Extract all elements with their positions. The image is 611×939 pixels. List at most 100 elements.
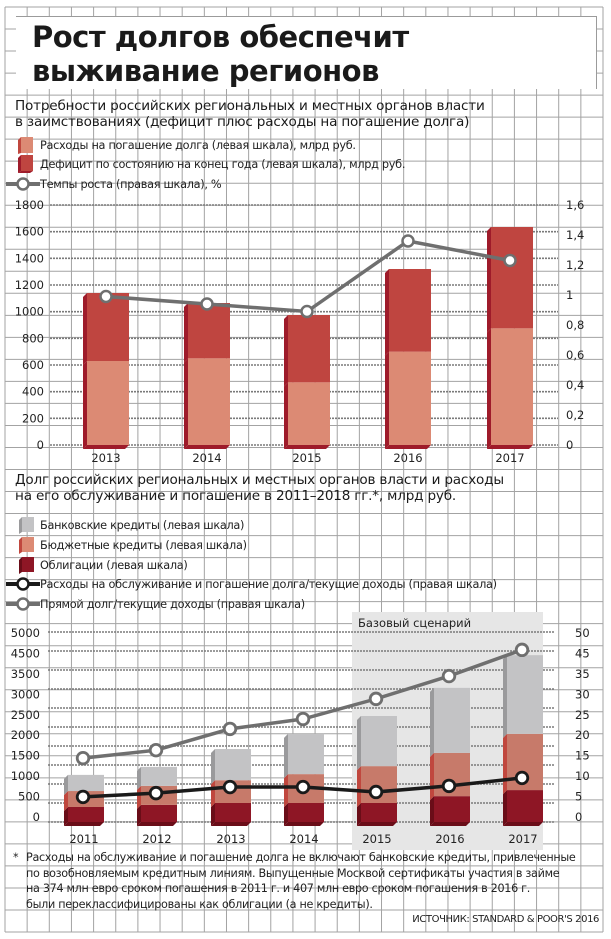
y-tick-label-right: 35 — [575, 667, 590, 681]
bar-repayment-side — [284, 382, 288, 449]
bar-bank-credits — [434, 687, 470, 753]
bar-bank-credits-side — [64, 774, 68, 796]
bar-repayment — [87, 361, 129, 445]
line-point-growth-rate — [200, 297, 214, 311]
x-tick-label: 2015 — [292, 451, 321, 465]
bar-deficit — [491, 227, 533, 329]
legend-item-repayment: Расходы на погашение долга (левая шкала)… — [16, 136, 356, 154]
bar-swatch-salmon-icon — [19, 537, 34, 554]
y-tick-label-right: 50 — [575, 626, 590, 640]
y-tick-label-right: 1,4 — [566, 228, 584, 242]
bar-bank-credits — [68, 774, 104, 792]
footnote-line: на 374 млн евро сроком погашения в 2011 … — [26, 882, 530, 895]
y-tick-label-left: 0 — [37, 438, 44, 452]
x-tick-label: 2015 — [362, 832, 391, 846]
bar-budget-credits-side — [64, 791, 68, 811]
bar-repayment — [188, 358, 230, 445]
footnote-asterisk: * — [13, 851, 19, 864]
y-tick-label-left: 2500 — [11, 708, 40, 722]
x-tick-label: 2014 — [289, 832, 318, 846]
bar-bonds-side — [211, 803, 215, 826]
legend-label: Расходы на обслуживание и погашение долг… — [40, 577, 497, 591]
y-tick-label-left: 500 — [18, 790, 40, 804]
bar-swatch-light-red-icon — [18, 137, 33, 154]
line-direct-debt-ratio-point — [295, 711, 311, 727]
bar-budget-credits-side — [430, 752, 434, 801]
y-tick-label-left: 5000 — [11, 626, 40, 640]
bar-budget-credits-side — [503, 733, 507, 795]
legend-item-growth: Темпы роста (правая шкала), % — [6, 175, 222, 193]
bar-bonds-side — [430, 796, 434, 826]
legend-label: Дефицит по состоянию на конец года (лева… — [40, 157, 406, 171]
y-tick-label-right: 45 — [575, 646, 590, 660]
line-direct-debt-ratio-point — [368, 691, 384, 707]
bar-bank-credits — [288, 733, 324, 775]
bar-swatch-dark-red-icon — [18, 155, 33, 173]
x-tick-label: 2012 — [142, 832, 171, 846]
bar-bonds-bottom — [430, 822, 470, 826]
bar-bonds — [68, 806, 104, 822]
legend-item-bonds: Облигации (левая шкала) — [16, 556, 188, 574]
line-debt-service-ratio-point — [368, 784, 384, 800]
bar-deficit-side — [83, 293, 87, 365]
page-title: Рост долгов обеспечит выживание регионов — [32, 20, 409, 88]
x-tick-label: 2014 — [192, 451, 221, 465]
bar-bonds — [361, 803, 397, 822]
y-tick-label-right: 30 — [575, 687, 590, 701]
chart2-title-line-2: на его обслуживание и погашение в 2011–2… — [15, 488, 457, 504]
chart1-title-line-2: в заимствованиях (дефицит плюс расходы н… — [15, 114, 470, 130]
bar-budget-credits-side — [284, 774, 288, 807]
footnote-line: по возобновляемым кредитным линиям. Выпу… — [26, 866, 560, 880]
y-tick-label-left: 3000 — [11, 687, 40, 701]
bar-budget-credits-side — [211, 780, 215, 807]
bar-bank-credits — [507, 655, 543, 734]
bar-bank-credits-side — [137, 766, 141, 790]
legend-label: Бюджетные кредиты (левая шкала) — [40, 538, 247, 552]
legend-label: Прямой долг/текущие доходы (правая шкала… — [40, 597, 305, 611]
bar-bank-credits-side — [284, 733, 288, 779]
line-point-growth-rate — [401, 234, 415, 248]
page-title-line-1: Рост долгов обеспечит — [32, 20, 409, 54]
y-tick-label-right: 15 — [575, 749, 590, 763]
bar-deficit-side — [184, 303, 188, 363]
line-point-growth-rate — [503, 253, 517, 268]
bar-bonds-side — [503, 790, 507, 826]
line-direct-debt-ratio-point — [514, 642, 530, 658]
bar-swatch-maroon-icon — [19, 557, 34, 574]
line-point-growth-rate — [99, 289, 113, 304]
scenario-label: Базовый сценарий — [358, 616, 471, 630]
bar-deficit-side — [487, 227, 491, 333]
y-tick-label-right: 0 — [566, 438, 573, 452]
chart1-plot: 1800 1600 1400 1200 1000 800 600 400 200 0 1,6 1,4 1… — [15, 198, 585, 465]
y-tick-label-right: 5 — [575, 790, 582, 804]
bar-deficit — [389, 269, 431, 352]
y-tick-label-left: 1800 — [15, 198, 44, 212]
bar-repayment-bottom — [83, 445, 129, 449]
bar-repayment — [389, 351, 431, 445]
bar-deficit — [87, 293, 129, 361]
footnote-line: Расходы на обслуживание и погашение долг… — [26, 851, 576, 864]
y-tick-label-left: 4500 — [11, 646, 40, 660]
bar-bonds-side — [137, 804, 141, 826]
page-title-line-2: выживание регионов — [32, 54, 379, 88]
line-direct-debt-ratio-point — [441, 668, 457, 684]
x-tick-label: 2011 — [69, 832, 98, 846]
bar-bank-credits — [215, 749, 251, 781]
bar-bank-credits — [361, 715, 397, 767]
bar-bank-credits — [141, 766, 177, 786]
y-tick-label-left: 1600 — [15, 225, 44, 239]
line-debt-service-ratio-point — [75, 789, 91, 805]
y-tick-label-right: 20 — [575, 728, 590, 742]
x-tick-label: 2013 — [91, 451, 120, 465]
bar-bonds-bottom — [503, 822, 543, 826]
title-box — [16, 16, 597, 89]
legend-item-deficit: Дефицит по состоянию на конец года (лева… — [16, 155, 405, 173]
bar-bank-credits-side — [357, 715, 361, 771]
x-tick-label: 2016 — [435, 832, 464, 846]
x-tick-label: 2017 — [508, 832, 537, 846]
bar-bonds-side — [357, 803, 361, 826]
bar-bank-credits-side — [430, 687, 434, 757]
y-tick-label-left: 1000 — [15, 305, 44, 319]
line-direct-debt-ratio-point — [75, 750, 91, 766]
legend-item-debt-service-ratio: Расходы на обслуживание и погашение долг… — [6, 575, 497, 593]
